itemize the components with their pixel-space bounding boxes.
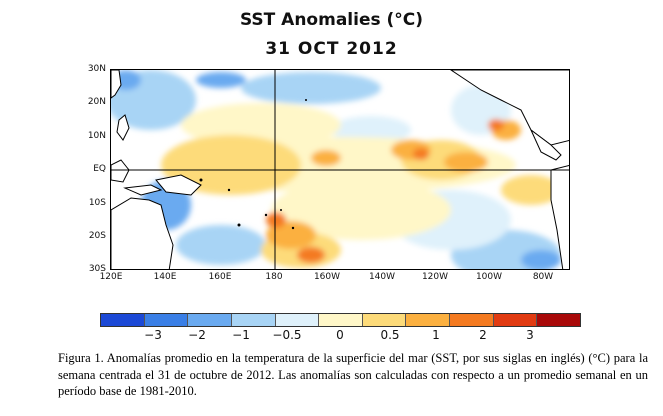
map-date: 31 OCT 2012 bbox=[265, 39, 398, 59]
indonesia-islands bbox=[123, 184, 163, 196]
lon-label-140w: 140W bbox=[368, 272, 396, 282]
lon-label-120w: 120W bbox=[421, 272, 449, 282]
lat-label-10n: 10N bbox=[87, 131, 106, 141]
new-guinea bbox=[155, 174, 202, 196]
legend-tick: −1 bbox=[232, 328, 250, 342]
borneo bbox=[111, 159, 130, 183]
legend-swatch bbox=[101, 314, 145, 326]
legend-tick: 2 bbox=[479, 328, 487, 342]
lon-label-120e: 120E bbox=[99, 272, 123, 282]
legend-swatch bbox=[144, 314, 189, 326]
legend-swatch bbox=[362, 314, 407, 326]
lat-label-20s: 20S bbox=[88, 231, 106, 241]
figure-caption: Figura 1. Anomalías promedio en la tempe… bbox=[58, 351, 648, 398]
sst-map-svg bbox=[111, 70, 569, 269]
legend-swatch bbox=[188, 314, 232, 326]
legend-swatch bbox=[493, 314, 538, 326]
lat-label-20n: 20N bbox=[87, 97, 106, 107]
legend-tick: −2 bbox=[188, 328, 206, 342]
land-masses bbox=[111, 70, 569, 269]
sst-anomaly-map bbox=[110, 69, 570, 270]
legend-tick: −3 bbox=[144, 328, 162, 342]
pacific-islands bbox=[199, 99, 307, 230]
lon-label-180: 180 bbox=[265, 272, 283, 282]
map-title: SST Anomalies (°C) bbox=[239, 10, 424, 30]
legend-swatch bbox=[231, 314, 276, 326]
legend-swatch bbox=[406, 314, 451, 326]
lon-label-160e: 160E bbox=[208, 272, 232, 282]
lon-label-100w: 100W bbox=[475, 272, 503, 282]
australia bbox=[111, 197, 174, 269]
legend-swatch bbox=[537, 314, 581, 326]
lon-label-80w: 80W bbox=[532, 272, 554, 282]
legend-tick: 3 bbox=[526, 328, 534, 342]
north-america bbox=[450, 70, 569, 146]
lat-label-10s: 10S bbox=[88, 198, 106, 208]
legend-tick: 0 bbox=[336, 328, 344, 342]
lat-label-30n: 30N bbox=[87, 64, 106, 74]
central-america bbox=[530, 129, 562, 161]
lon-label-140e: 140E bbox=[153, 272, 177, 282]
color-legend bbox=[100, 313, 581, 327]
legend-tick: −0.5 bbox=[272, 328, 302, 342]
south-america bbox=[550, 164, 569, 269]
legend-swatch bbox=[275, 314, 320, 326]
legend-tick: 1 bbox=[432, 328, 440, 342]
lon-label-160w: 160W bbox=[313, 272, 341, 282]
legend-swatch bbox=[319, 314, 363, 326]
legend-swatch bbox=[450, 314, 494, 326]
lat-label-30s: 30S bbox=[88, 264, 106, 274]
asia-coast bbox=[111, 70, 122, 99]
legend-tick: 0.5 bbox=[380, 328, 400, 342]
philippines bbox=[116, 114, 130, 141]
lat-label-eq: EQ bbox=[93, 164, 106, 174]
